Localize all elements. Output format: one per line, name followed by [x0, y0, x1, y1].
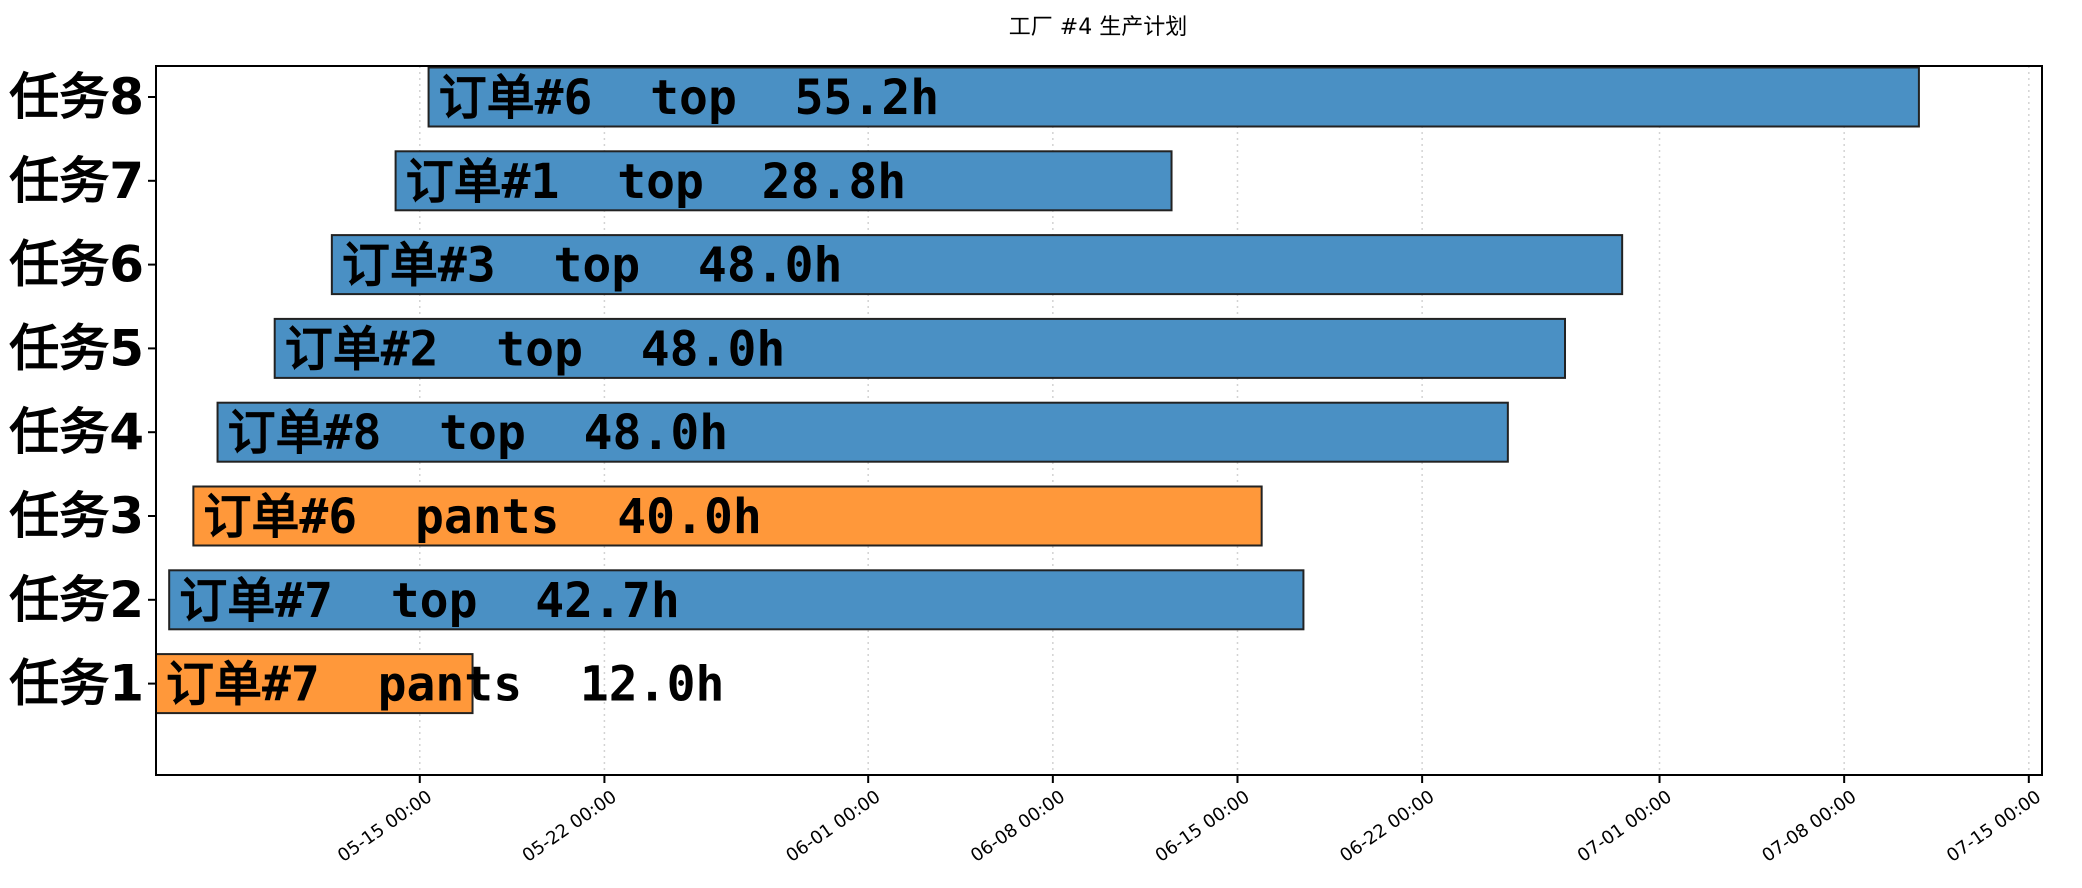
gantt-bar [427, 66, 1920, 128]
bar-label: 订单#6 top 55.2h [439, 70, 940, 126]
bar-labels-layer: 订单#7 pants 12.0h 订单#7 top 42.7h 订单#6 pants… [166, 70, 939, 713]
y-tick-label: 任务1 [9, 655, 144, 713]
bars-layer [155, 66, 1920, 715]
x-tick-label: 06-01 00:00 [782, 786, 884, 866]
bar-label: 订单#1 top 28.8h [406, 154, 907, 210]
y-tick-label: 任务6 [9, 236, 144, 294]
chart-title: 工厂 #4 生产计划 [1009, 15, 1187, 40]
x-tick-label: 06-15 00:00 [1152, 786, 1254, 866]
y-tick-label: 任务8 [9, 68, 144, 126]
gantt-bar [394, 150, 1173, 212]
x-tick-label: 07-08 00:00 [1758, 786, 1860, 866]
x-tick-label: 05-15 00:00 [334, 786, 436, 866]
y-tick-label: 任务3 [9, 487, 144, 545]
bar-label: 订单#2 top 48.0h [285, 321, 786, 377]
bar-label: 订单#7 pants 12.0h [166, 657, 724, 713]
gantt-bar [155, 653, 474, 715]
bar-label: 订单#8 top 48.0h [228, 405, 729, 461]
x-axis: 05-15 00:00 05-22 00:00 06-01 00:00 06-08 0… [334, 775, 2045, 867]
y-tick-label: 任务2 [9, 571, 144, 629]
gantt-bar [330, 234, 1624, 296]
bar-label: 订单#7 top 42.7h [179, 573, 680, 629]
bar-label: 订单#3 top 48.0h [342, 238, 843, 294]
bar-label: 订单#6 pants 40.0h [203, 489, 761, 545]
gantt-bar [273, 317, 1567, 379]
x-tick-label: 06-08 00:00 [967, 786, 1069, 866]
plot-frame [155, 65, 2043, 776]
y-tick-label: 任务4 [9, 403, 144, 461]
gantt-bar [168, 569, 1305, 631]
x-tick-label: 07-15 00:00 [1943, 786, 2045, 866]
y-tick-label: 任务5 [9, 319, 144, 377]
y-axis: 任务1 任务2 任务3 任务4 任务5 任务6 任务7 任务8 [9, 68, 156, 713]
x-tick-label: 06-22 00:00 [1336, 786, 1438, 866]
y-tick-label: 任务7 [9, 152, 144, 210]
gantt-bar [216, 401, 1509, 463]
x-tick-label: 07-01 00:00 [1574, 786, 1676, 866]
x-tick-label: 05-22 00:00 [519, 786, 621, 866]
gantt-bar [192, 485, 1263, 547]
